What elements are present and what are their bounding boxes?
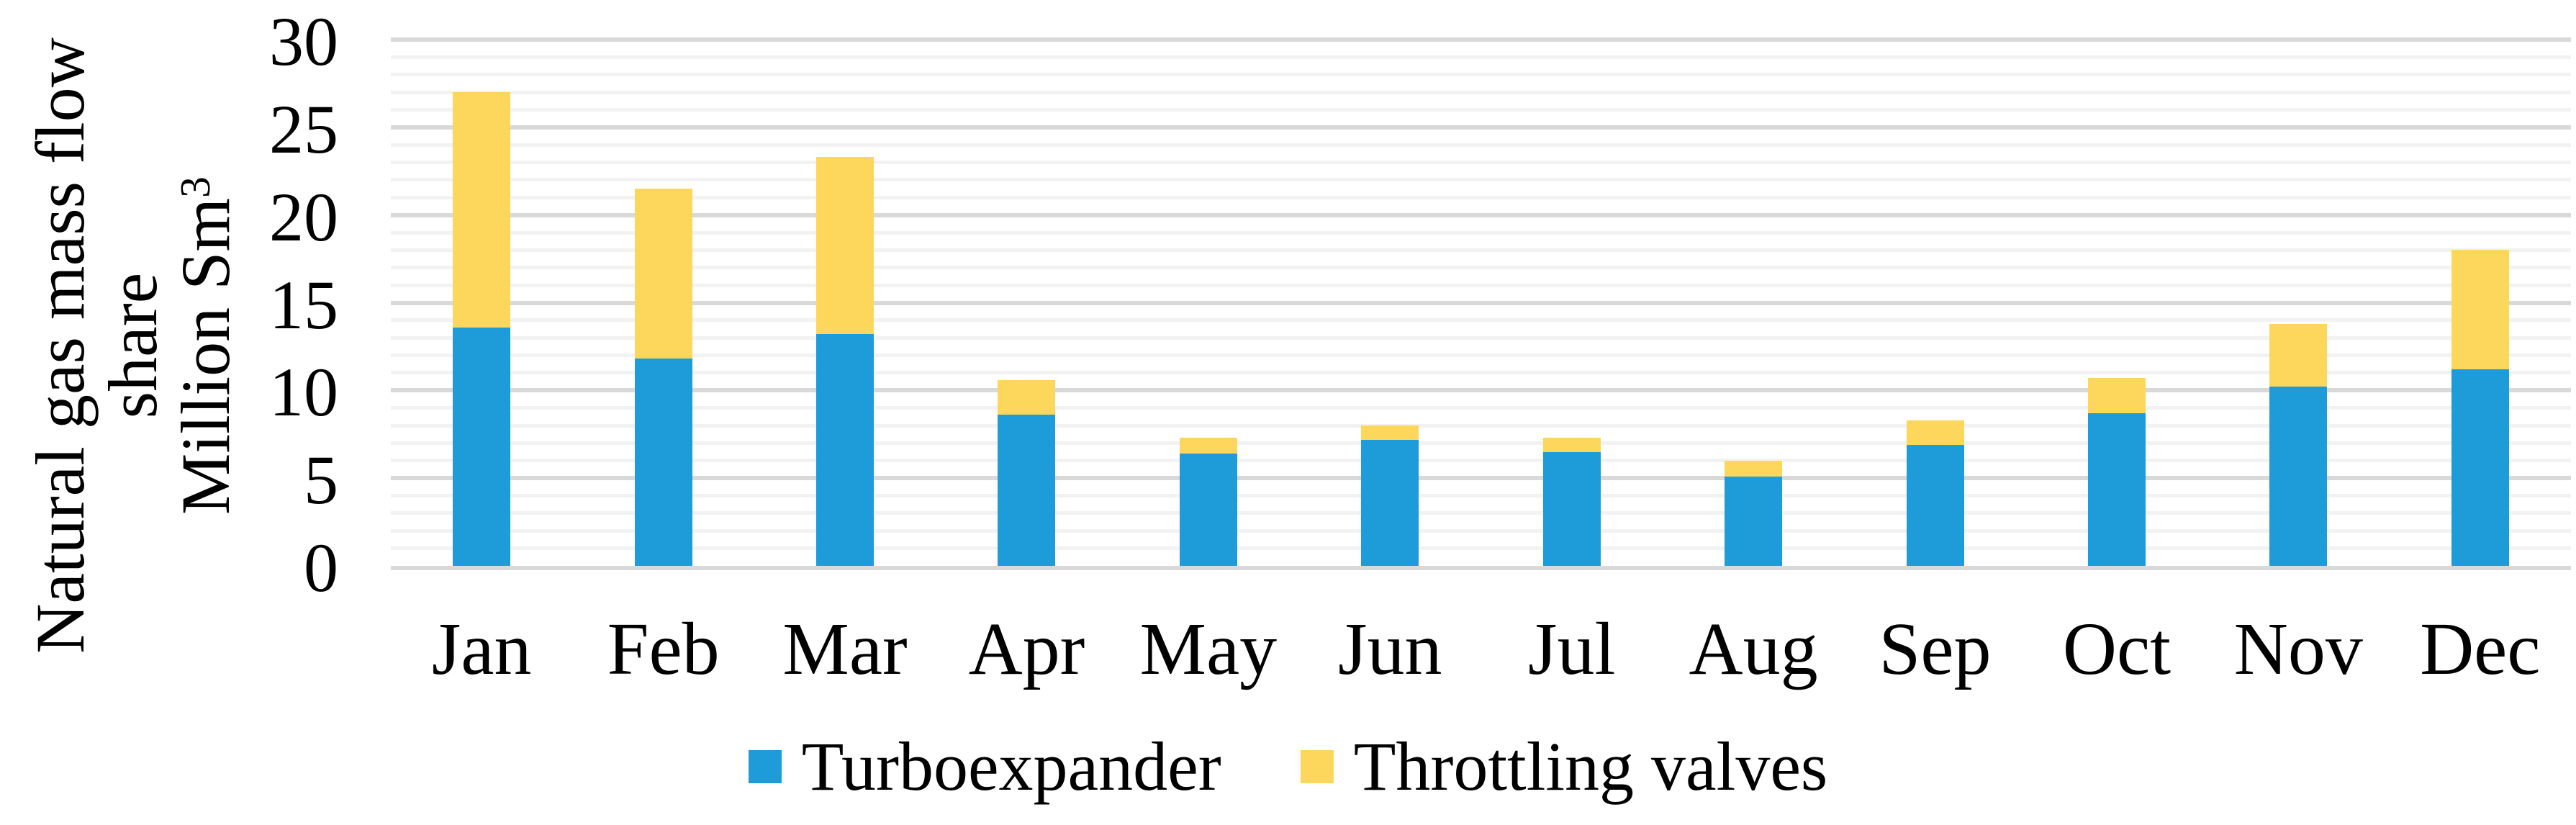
legend-label: Throttling valves <box>1353 728 1828 805</box>
x-tick-label-jan: Jan <box>431 608 532 690</box>
minor-gridline <box>391 371 2571 375</box>
legend-swatch-icon <box>748 750 782 783</box>
bar-segment-mar-turboexpander <box>816 334 875 566</box>
bar-segment-dec-turboexpander <box>2451 369 2509 566</box>
bar-segment-may-turboexpander <box>1179 454 1237 566</box>
bar-segment-oct-throttling-valves <box>2087 378 2146 413</box>
bar-segment-jan-turboexpander <box>453 327 511 566</box>
minor-gridline <box>391 178 2571 182</box>
x-tick-label-apr: Apr <box>968 608 1085 690</box>
minor-gridline <box>391 55 2571 59</box>
bar-segment-may-throttling-valves <box>1179 438 1237 454</box>
x-tick-label-nov: Nov <box>2233 608 2363 690</box>
minor-gridline <box>391 195 2571 199</box>
bar-segment-nov-throttling-valves <box>2269 323 2328 387</box>
bar-segment-aug-turboexpander <box>1725 476 1783 566</box>
y-tick-label-20: 20 <box>269 178 338 256</box>
x-tick-label-mar: Mar <box>782 608 908 690</box>
x-tick-label-jun: Jun <box>1338 608 1442 690</box>
x-axis-baseline <box>391 566 2571 570</box>
x-tick-label-dec: Dec <box>2420 608 2541 690</box>
legend-swatch-icon <box>1300 750 1334 783</box>
minor-gridline <box>391 459 2571 463</box>
minor-gridline <box>391 511 2571 515</box>
bar-segment-jul-throttling-valves <box>1542 438 1601 452</box>
x-tick-label-oct: Oct <box>2062 608 2171 690</box>
bar-segment-aug-throttling-valves <box>1725 460 1783 477</box>
major-gridline <box>391 476 2571 481</box>
bar-segment-mar-throttling-valves <box>816 157 875 335</box>
minor-gridline <box>391 353 2571 358</box>
bar-segment-apr-turboexpander <box>998 415 1056 566</box>
minor-gridline <box>391 143 2571 147</box>
major-gridline <box>391 37 2571 42</box>
minor-gridline <box>391 441 2571 445</box>
minor-gridline <box>391 161 2571 165</box>
bar-segment-sep-throttling-valves <box>1906 420 1964 445</box>
y-tick-label-25: 25 <box>269 90 338 168</box>
bar-segment-nov-turboexpander <box>2269 387 2328 566</box>
legend-item-turboexpander: Turboexpander <box>748 728 1221 805</box>
major-gridline <box>391 125 2571 130</box>
minor-gridline <box>391 494 2571 498</box>
bar-segment-feb-turboexpander <box>634 359 692 566</box>
minor-gridline <box>391 266 2571 270</box>
minor-gridline <box>391 318 2571 323</box>
y-tick-label-10: 10 <box>269 353 338 431</box>
minor-gridline <box>391 90 2571 94</box>
y-tick-label-15: 15 <box>269 266 338 343</box>
y-tick-label-30: 30 <box>269 3 338 80</box>
minor-gridline <box>391 230 2571 235</box>
minor-gridline <box>391 335 2571 340</box>
minor-gridline <box>391 283 2571 287</box>
legend-item-throttling-valves: Throttling valves <box>1300 728 1828 805</box>
bar-segment-feb-throttling-valves <box>634 189 692 359</box>
x-tick-label-jul: Jul <box>1528 608 1616 690</box>
y-tick-label-0: 0 <box>304 529 338 606</box>
minor-gridline <box>391 423 2571 428</box>
major-gridline <box>391 300 2571 305</box>
bar-segment-jan-throttling-valves <box>453 92 511 328</box>
bar-segment-dec-throttling-valves <box>2451 250 2509 370</box>
x-tick-label-may: May <box>1139 608 1278 690</box>
bar-segment-jul-turboexpander <box>1542 451 1601 566</box>
x-tick-label-feb: Feb <box>607 608 720 690</box>
major-gridline <box>391 388 2571 393</box>
x-tick-label-sep: Sep <box>1879 608 1992 690</box>
minor-gridline <box>391 73 2571 77</box>
bar-segment-jun-turboexpander <box>1361 439 1419 566</box>
minor-gridline <box>391 528 2571 533</box>
bar-segment-apr-throttling-valves <box>998 379 1056 415</box>
minor-gridline <box>391 406 2571 410</box>
bar-segment-jun-throttling-valves <box>1361 425 1419 440</box>
legend: Turboexpander Throttling valves <box>0 723 2576 810</box>
bar-segment-sep-turboexpander <box>1906 444 1964 566</box>
y-tick-label-5: 5 <box>304 441 338 519</box>
major-gridline <box>391 212 2571 217</box>
bar-segment-oct-turboexpander <box>2087 413 2146 566</box>
x-tick-label-aug: Aug <box>1689 608 1818 690</box>
minor-gridline <box>391 248 2571 252</box>
legend-label: Turboexpander <box>801 728 1221 805</box>
minor-gridline <box>391 546 2571 551</box>
minor-gridline <box>391 107 2571 112</box>
